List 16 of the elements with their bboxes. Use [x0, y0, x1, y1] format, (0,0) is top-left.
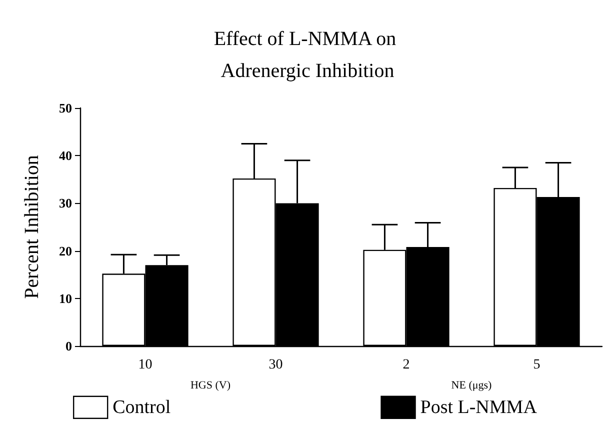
- y-axis-title: Percent Inhibition: [21, 155, 43, 299]
- x-tick-label: 2: [402, 358, 410, 372]
- y-tick-label: 20: [59, 243, 72, 258]
- text: HGS (V): [190, 380, 231, 392]
- chart-title: Effect of L-NMMA on Adrenergic Inhibition: [214, 28, 402, 82]
- y-tick-label: 10: [59, 290, 72, 306]
- y-tick-label: 40: [59, 148, 72, 164]
- legend-label: Control: [112, 396, 171, 418]
- y-tick-label: 30: [59, 196, 72, 211]
- y-tick-label: 50: [59, 100, 72, 116]
- x-tick-label: 10: [138, 358, 152, 372]
- legend-label: Post L-NMMA: [420, 396, 538, 418]
- x-tick-label: 5: [533, 358, 540, 372]
- x-tick-label: 30: [268, 358, 283, 372]
- text: NE (μgs): [451, 380, 492, 392]
- y-tick-label: 0: [66, 338, 72, 354]
